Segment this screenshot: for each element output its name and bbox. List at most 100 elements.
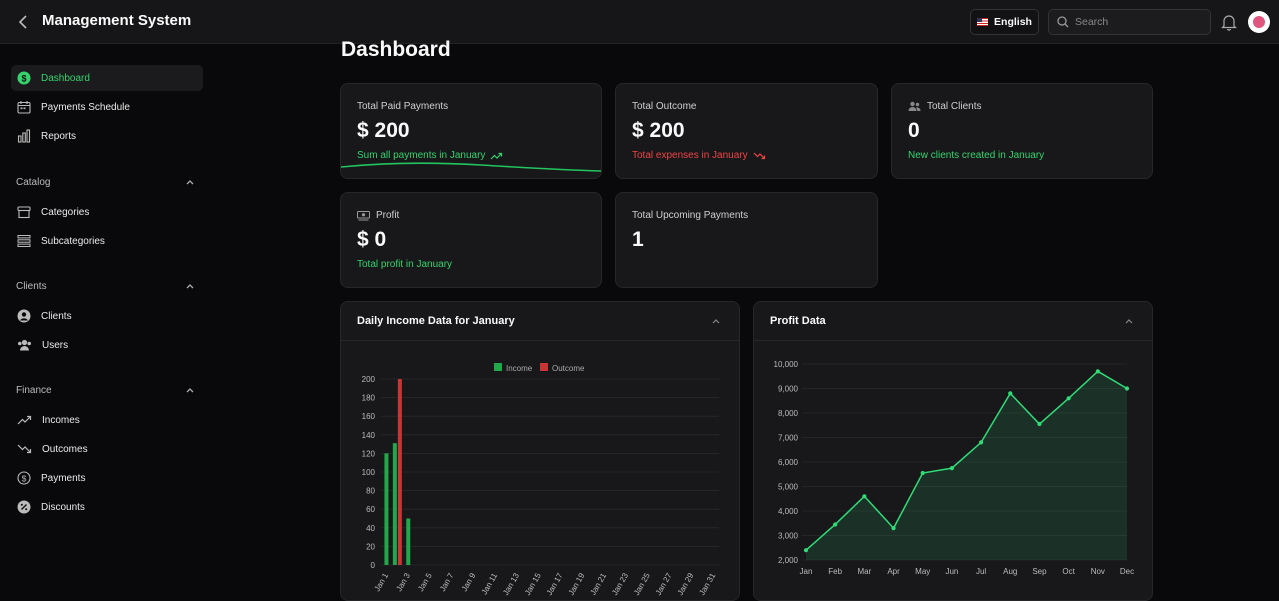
sidebar-item-payments-schedule[interactable]: Payments Schedule [11, 94, 203, 120]
y-tick-label: 40 [366, 524, 375, 533]
data-point [833, 522, 838, 527]
cash-icon [357, 211, 370, 221]
y-tick-label: 160 [362, 412, 376, 421]
app-title: Management System [42, 12, 192, 29]
card-subtext: Total profit in January [357, 259, 453, 270]
users-icon [18, 339, 31, 351]
x-tick-label: Oct [1062, 567, 1075, 576]
chevron-up-icon[interactable] [185, 177, 195, 187]
sidebar-item-label: Incomes [42, 414, 80, 426]
data-point [891, 526, 896, 531]
y-tick-label: 2,000 [778, 556, 799, 565]
card-value: 1 [632, 228, 644, 251]
users-icon [908, 101, 921, 111]
profit-panel: Profit Data 2,000 3,000 4,000 5,000 6,000 7,0… [753, 301, 1153, 601]
x-tick-label: Sep [1032, 567, 1047, 576]
language-selector[interactable]: English [970, 9, 1039, 35]
data-point [1124, 386, 1130, 391]
x-tick-label: Jan 13 [501, 571, 521, 597]
chevron-up-icon[interactable] [711, 316, 721, 326]
trending-up-icon [17, 415, 32, 425]
x-tick-label: Feb [828, 567, 842, 576]
x-tick-label: Jun [945, 567, 958, 576]
x-tick-label: Jan 25 [632, 571, 652, 597]
y-tick-label: 5,000 [778, 483, 799, 492]
page-title: Dashboard [341, 38, 451, 61]
sidebar-item-incomes[interactable]: Incomes [11, 407, 203, 433]
card-label: Total Upcoming Payments [632, 210, 749, 221]
bar-income [384, 453, 389, 565]
card-label: Total Clients [908, 101, 981, 112]
x-tick-label: Jul [976, 567, 986, 576]
data-point [1066, 396, 1071, 401]
daily-income-chart: Income Outcome 0 20 40 60 80 100 120 140 160 180 200… [362, 363, 719, 597]
card-label: Total Outcome [632, 101, 697, 112]
x-tick-label: Jan 19 [567, 571, 587, 597]
svg-text:$: $ [21, 74, 26, 84]
user-circle-icon [17, 309, 31, 323]
search-box[interactable] [1048, 9, 1211, 35]
sidebar-item-subcategories[interactable]: Subcategories [11, 228, 203, 254]
bar-outcome [397, 379, 402, 565]
y-tick-label: 20 [366, 542, 375, 551]
y-tick-label: 0 [371, 561, 376, 570]
calendar-icon [17, 101, 31, 114]
archive-icon [17, 206, 31, 219]
card-label: Profit [357, 210, 399, 221]
sidebar-item-label: Payments [41, 472, 86, 484]
sidebar-item-dashboard[interactable]: $ Dashboard [11, 65, 203, 91]
y-tick-label: 140 [362, 431, 376, 440]
card-subtext-label: Sum all payments in January [357, 150, 486, 161]
data-point [920, 470, 925, 476]
sidebar-item-label: Users [42, 339, 69, 351]
avatar[interactable] [1248, 11, 1270, 33]
sidebar-item-outcomes[interactable]: Outcomes [11, 436, 203, 462]
sidebar-item-discounts[interactable]: Discounts [11, 494, 203, 520]
data-point [1095, 369, 1100, 374]
sidebar-item-clients[interactable]: Clients [11, 303, 203, 329]
search-input[interactable] [1075, 16, 1195, 28]
x-tick-label: Jan 27 [654, 571, 674, 597]
stat-card-profit: Profit $ 0 Total profit in January [340, 192, 602, 288]
stat-card-total-outcome: Total Outcome $ 200 Total expenses in Ja… [615, 83, 878, 179]
search-icon [1057, 16, 1069, 28]
bar-chart-icon [17, 129, 31, 143]
x-tick-label: Nov [1091, 567, 1105, 576]
sidebar-item-users[interactable]: Users [11, 332, 203, 358]
legend-swatch-outcome [540, 363, 548, 371]
bell-icon[interactable] [1221, 13, 1237, 31]
chevron-up-icon[interactable] [1124, 316, 1134, 326]
card-value: $ 200 [357, 119, 410, 142]
panel-header: Profit Data [754, 302, 1152, 341]
area-fill [806, 371, 1127, 560]
trending-down-icon [17, 444, 32, 454]
sidebar-item-reports[interactable]: Reports [11, 123, 203, 149]
y-tick-label: 120 [362, 449, 376, 458]
sidebar-item-label: Payments Schedule [41, 101, 130, 113]
panel-header: Daily Income Data for January [341, 302, 739, 341]
card-label-text: Profit [376, 210, 400, 221]
trending-up-icon [490, 152, 503, 159]
x-tick-label: Jan 5 [416, 571, 434, 593]
sidebar-item-payments[interactable]: $ Payments [11, 465, 203, 491]
list-icon [17, 235, 31, 248]
chevron-up-icon[interactable] [185, 281, 195, 291]
section-label-catalog: Catalog [16, 177, 51, 188]
bar-income [392, 443, 397, 565]
back-arrow-icon[interactable] [14, 12, 32, 32]
y-tick-label: 6,000 [778, 458, 799, 467]
x-tick-label: Jan 29 [676, 571, 696, 597]
y-tick-label: 80 [366, 487, 375, 496]
x-tick-label: Jan 21 [588, 571, 608, 597]
svg-text:$: $ [22, 473, 27, 483]
x-tick-label: Dec [1120, 567, 1134, 576]
sidebar-item-label: Dashboard [41, 72, 90, 84]
chevron-up-icon[interactable] [185, 385, 195, 395]
x-tick-label: Jan 3 [394, 571, 412, 593]
y-tick-label: 9,000 [778, 385, 799, 394]
card-value: $ 200 [632, 119, 685, 142]
language-label: English [994, 16, 1032, 28]
sidebar-item-categories[interactable]: Categories [11, 199, 203, 225]
dollar-icon: $ [17, 471, 31, 485]
dollar-circle-icon: $ [17, 71, 31, 85]
